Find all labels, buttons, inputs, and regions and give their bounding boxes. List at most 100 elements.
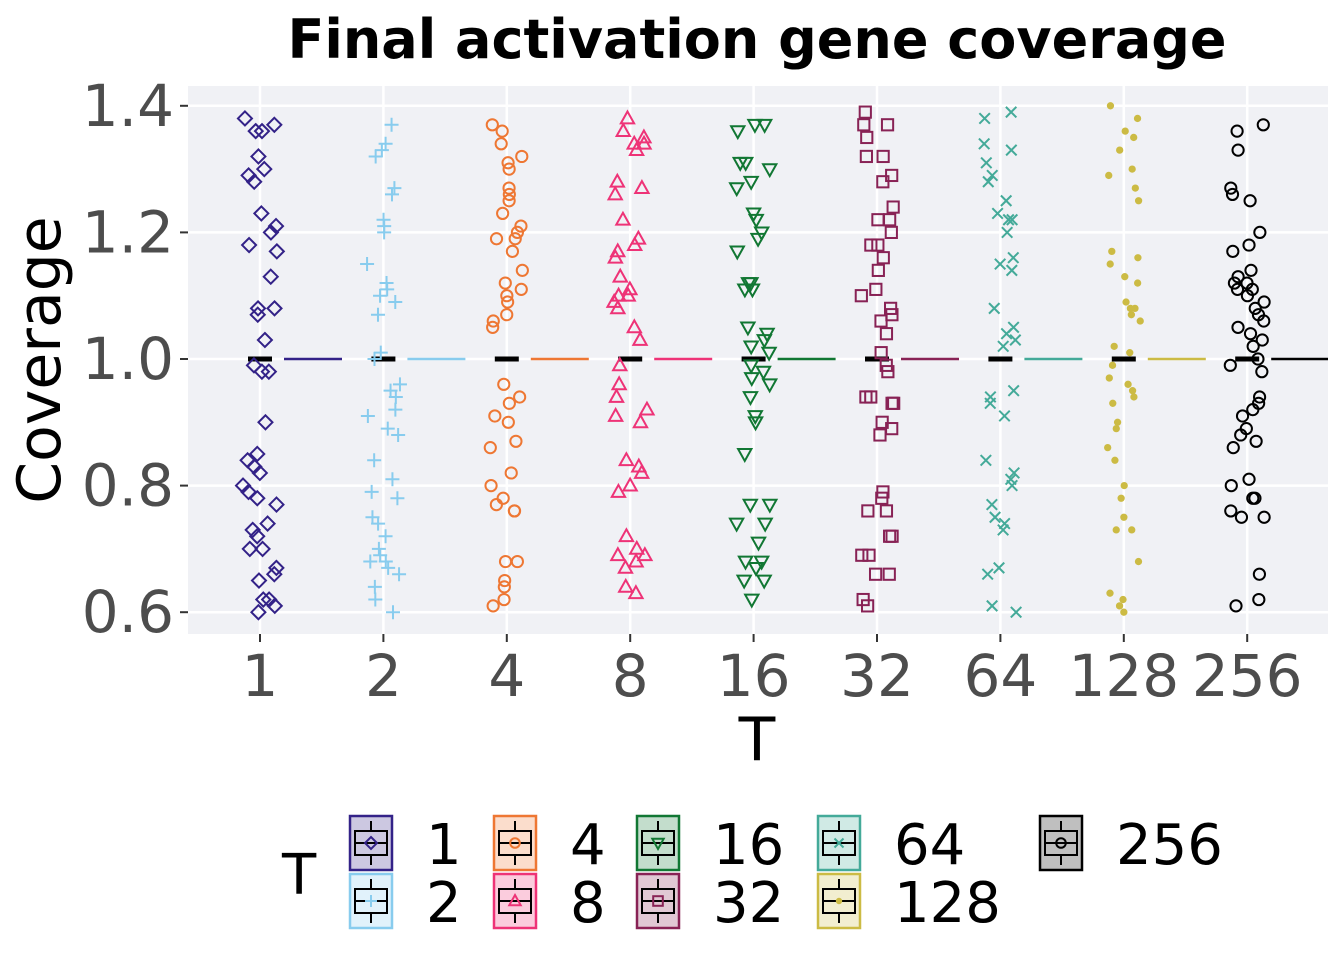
data-point (1231, 270, 1245, 284)
data-point (510, 225, 525, 239)
data-point (1133, 279, 1142, 287)
data-point (253, 122, 271, 140)
data-point (1001, 226, 1014, 239)
data-point (360, 408, 375, 423)
data-point (498, 554, 513, 569)
data-point (1010, 606, 1023, 619)
data-point (257, 413, 274, 431)
data-point (1243, 327, 1258, 341)
data-point (236, 110, 254, 127)
data-point (515, 149, 529, 164)
legend-label: 32 (713, 871, 784, 936)
data-point (1225, 187, 1240, 202)
data-point (876, 175, 890, 189)
data-point (1109, 399, 1117, 407)
data-point (1005, 106, 1018, 119)
data-point (502, 396, 516, 410)
data-point (262, 223, 280, 241)
legend-symbol (1055, 837, 1067, 849)
data-point (249, 306, 267, 324)
data-point (744, 283, 761, 299)
data-point (1226, 441, 1240, 455)
data-point (1246, 491, 1260, 505)
data-point (885, 529, 899, 543)
data-point (1119, 595, 1127, 604)
data-point (488, 409, 502, 423)
data-point (1234, 510, 1249, 524)
data-point (728, 517, 745, 533)
data-point (876, 149, 890, 164)
data-point (367, 453, 382, 468)
data-point (1112, 424, 1120, 433)
data-point (741, 498, 759, 514)
data-point (1240, 289, 1255, 303)
data-point (249, 299, 267, 317)
legend-label: 2 (426, 871, 462, 936)
data-point (609, 546, 627, 562)
legend-symbol (650, 837, 666, 852)
x-axis: 1 2 4 8 16 32 64 128 256 (242, 634, 1303, 710)
data-point (360, 257, 375, 272)
data-point (1007, 384, 1020, 397)
data-point (986, 169, 999, 182)
data-point (761, 498, 779, 514)
data-point (864, 238, 878, 252)
data-point (1120, 481, 1128, 490)
data-point (608, 387, 625, 403)
data-point (606, 185, 624, 201)
data-point (880, 118, 895, 132)
data-point (1255, 365, 1269, 379)
data-point (500, 289, 514, 303)
data-point (251, 464, 269, 482)
data-point (984, 397, 997, 410)
data-point (979, 454, 992, 467)
data-point (381, 560, 396, 575)
x-tick-label: 8 (612, 642, 649, 710)
data-point (874, 346, 888, 360)
x-tick-label: 64 (963, 642, 1037, 710)
x-tick-label: 256 (1192, 642, 1303, 710)
data-point (507, 504, 521, 518)
data-point (260, 363, 278, 381)
data-point (988, 302, 1001, 315)
data-point (743, 593, 761, 609)
data-point (268, 496, 285, 514)
data-point (254, 591, 272, 608)
data-point (486, 320, 500, 334)
data-point (368, 149, 383, 164)
data-point (483, 441, 497, 455)
data-point (245, 356, 263, 374)
data-point (370, 307, 385, 322)
legend-item-128: 128 (816, 871, 1001, 936)
data-point (1128, 387, 1137, 395)
data-point (268, 242, 286, 260)
data-point (1224, 479, 1238, 493)
y-axis-title: Coverage (5, 216, 75, 503)
data-point (1252, 390, 1267, 404)
data-point (728, 245, 746, 261)
data-point (255, 160, 273, 178)
data-point (862, 548, 876, 562)
data-point (1246, 339, 1260, 353)
data-point (982, 175, 995, 188)
data-point (873, 428, 887, 442)
data-point (377, 225, 392, 240)
data-point (1005, 264, 1018, 277)
legend-symbol (509, 837, 521, 849)
data-point (248, 527, 266, 545)
data-point (1105, 374, 1113, 382)
data-point (1231, 320, 1245, 334)
data-point (761, 378, 779, 394)
data-point (1110, 342, 1118, 350)
data-point (508, 232, 522, 246)
data-point (997, 340, 1010, 353)
data-point (1257, 510, 1271, 524)
data-point (380, 282, 395, 297)
data-point (1224, 181, 1238, 195)
data-point (636, 546, 654, 562)
data-point (871, 238, 885, 252)
data-point (385, 472, 400, 487)
chart-title: Final activation gene coverage (287, 8, 1226, 71)
data-point (881, 365, 895, 379)
legend-label: 64 (894, 813, 965, 878)
